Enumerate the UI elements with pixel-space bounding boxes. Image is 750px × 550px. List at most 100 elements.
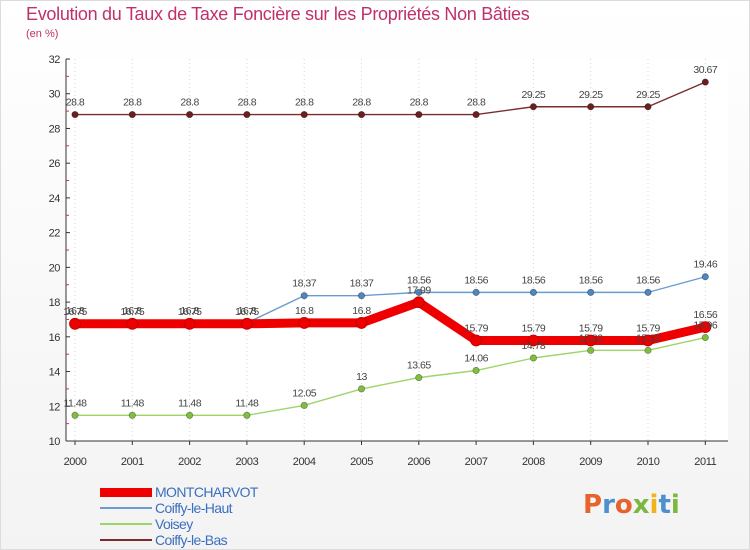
x-tick-label: 2003 [235,456,258,468]
legend-item: Coiffy-le-Bas [100,532,258,548]
data-label: 18.56 [579,274,603,286]
data-label: 29.25 [522,89,546,101]
y-tick-label: 14 [49,367,61,379]
x-tick-label: 2006 [407,456,430,468]
data-point [298,317,311,329]
y-tick-label: 32 [49,54,61,66]
series-line-coiffy-le-bas [74,81,706,116]
data-label: 28.8 [180,97,199,109]
data-label: 18.56 [636,274,660,286]
data-point [186,110,194,119]
data-point [472,366,480,375]
data-label: 28.8 [352,97,371,109]
data-point [529,354,538,362]
data-point [587,103,595,111]
legend-swatch [100,487,152,497]
y-tick-label: 28 [49,123,61,135]
y-tick-label: 12 [49,401,61,413]
data-point [529,288,538,296]
data-point [472,110,480,119]
data-label: 16.8 [180,305,199,317]
proxiti-logo: Proxiti [583,490,680,520]
data-label: 19.46 [693,259,717,271]
x-tick-label: 2009 [579,456,602,468]
data-point [357,292,366,300]
logo-letter: i [649,490,659,520]
data-label: 15.79 [636,322,660,334]
y-tick-label: 18 [49,297,61,309]
data-point [126,317,139,330]
logo-letter: i [670,490,680,520]
data-label: 11.48 [121,397,145,409]
data-label: 15.22 [636,332,660,344]
data-label: 28.8 [238,97,257,109]
chart-title: Evolution du Taux de Taxe Foncière sur l… [26,4,530,24]
y-tick-label: 30 [49,89,61,101]
data-label: 18.56 [522,274,546,286]
data-point [587,288,595,296]
data-point [529,103,538,111]
data-label: 16.75 [178,306,202,318]
data-point [587,346,595,354]
x-tick-label: 2000 [64,456,87,468]
data-point [415,374,423,382]
data-label: 16.75 [235,306,259,318]
data-label: 28.8 [410,97,429,109]
logo-letter: x [632,490,650,520]
data-label: 11.48 [235,397,259,409]
legend-swatch [100,523,152,525]
y-tick-label: 24 [49,193,61,205]
legend: MONTCHARVOT Coiffy-le-Haut Voisey Coiffy-le… [100,484,258,548]
data-point [584,334,597,347]
data-point [128,110,136,119]
data-label: 16.8 [66,305,85,317]
logo-letter: r [602,490,615,520]
x-tick-label: 2005 [350,456,373,468]
data-point [357,385,366,393]
x-tick-label: 2007 [465,456,488,468]
data-label: 17.99 [407,284,431,296]
data-point [644,288,652,296]
data-label: 16.8 [352,305,371,317]
data-label: 16.8 [295,305,314,317]
data-label: 16.75 [63,306,87,318]
legend-swatch [100,507,152,509]
data-point [527,334,540,347]
data-label-layer: 28.8 28.8 28.8 28.8 28.8 28.8 28.8 28.8 29.25 29.… [63,64,718,409]
y-tick-label: 26 [49,158,61,170]
data-point [644,346,652,354]
data-label: 15.79 [522,322,546,334]
data-point [71,110,79,119]
data-label: 13.65 [407,360,431,372]
y-tick-label: 20 [49,262,61,274]
y-tick-label: 10 [49,436,61,448]
data-point [472,288,480,296]
y-axis-unit: (en %) [26,28,59,40]
data-label: 11.48 [64,397,88,409]
logo-letter: t [658,490,671,520]
data-label: 15.22 [579,332,603,344]
axes: 10 12 14 16 18 20 22 24 26 28 30 32 2000 2001 2002 2003… [49,54,728,468]
legend-label: Voisey [155,516,193,532]
series-layer [69,78,712,419]
data-label: 14.78 [522,340,546,352]
data-label: 13 [356,371,367,383]
data-point [240,317,253,330]
data-label: 16.8 [123,305,142,317]
data-point [243,411,251,419]
legend-item: MONTCHARVOT [100,484,258,500]
data-point [357,110,366,119]
data-label: 16.8 [238,305,257,317]
x-tick-label: 2010 [637,456,660,468]
data-label: 18.56 [464,274,488,286]
x-tick-label: 2011 [694,456,716,468]
data-point [128,411,136,419]
data-label: 12.05 [292,387,316,399]
series-line-montcharvot [70,297,710,345]
data-label: 29.25 [579,89,603,101]
data-point [71,411,79,419]
data-label: 28.8 [123,97,142,109]
legend-item: Voisey [100,516,258,532]
data-point [644,103,652,111]
legend-swatch [100,539,152,541]
